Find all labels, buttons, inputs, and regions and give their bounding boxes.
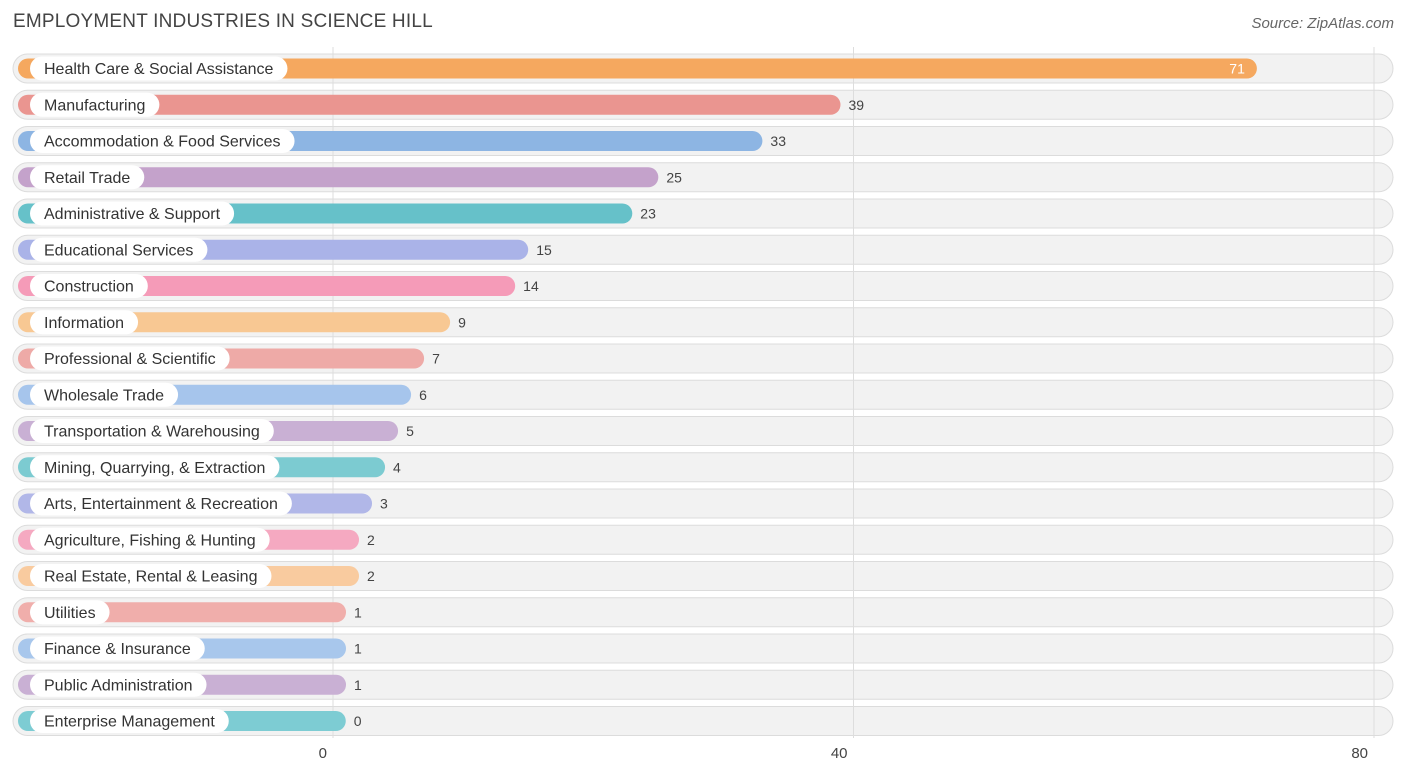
value-label: 7 <box>432 351 440 367</box>
bar <box>18 167 659 188</box>
category-label: Enterprise Management <box>44 714 215 731</box>
value-label: 14 <box>523 278 539 294</box>
row-track <box>12 561 1394 591</box>
value-label: 5 <box>406 423 414 439</box>
label-pill <box>30 382 179 407</box>
label-pill <box>30 346 230 371</box>
row-track <box>12 597 1394 628</box>
label-pill <box>30 455 280 480</box>
value-label: 6 <box>419 387 427 403</box>
row-track <box>12 524 1394 555</box>
value-label: 15 <box>536 242 552 258</box>
bars: Health Care & Social Assistance 71Manufac… <box>18 56 1257 733</box>
label-pill <box>30 672 207 697</box>
label-pill <box>30 491 292 516</box>
label-pill <box>30 310 139 335</box>
label-pill <box>30 165 145 190</box>
bar <box>18 94 841 115</box>
value-label: 25 <box>666 169 682 185</box>
label-pill <box>30 201 235 226</box>
category-label: Manufacturing <box>44 97 145 114</box>
category-label: Wholesale Trade <box>44 387 164 404</box>
category-label: Arts, Entertainment & Recreation <box>44 496 278 513</box>
label-pill <box>30 527 270 552</box>
category-label: Educational Services <box>44 242 193 259</box>
label-pill <box>30 56 288 81</box>
value-label: 71 <box>1229 61 1245 77</box>
row-track <box>12 706 1394 736</box>
value-label: 1 <box>354 641 362 657</box>
value-label: 1 <box>354 604 362 620</box>
bar <box>18 58 1257 79</box>
row-track <box>12 633 1394 664</box>
label-pill <box>30 237 208 262</box>
label-pill <box>30 129 295 153</box>
category-label: Transportation & Warehousing <box>44 424 260 441</box>
category-label: Construction <box>44 279 134 296</box>
category-label: Accommodation & Food Services <box>44 134 281 151</box>
label-pill <box>30 92 160 117</box>
value-label: 2 <box>367 568 375 584</box>
category-label: Health Care & Social Assistance <box>44 61 274 78</box>
label-pill <box>30 419 274 443</box>
source-credit: Source: ZipAtlas.com <box>1251 15 1394 32</box>
category-label: Mining, Quarrying, & Extraction <box>44 460 265 477</box>
category-label: Information <box>44 315 124 332</box>
value-label: 23 <box>640 206 656 222</box>
x-tick-label: 40 <box>831 745 848 762</box>
x-tick-label: 0 <box>319 745 327 762</box>
category-label: Public Administration <box>44 677 193 694</box>
category-label: Agriculture, Fishing & Hunting <box>44 532 256 549</box>
value-label: 2 <box>367 532 375 548</box>
value-label: 4 <box>393 459 401 475</box>
value-label: 3 <box>380 496 388 512</box>
row-track <box>12 669 1394 700</box>
category-label: Utilities <box>44 605 96 622</box>
label-pill <box>30 564 272 588</box>
x-tick-label: 80 <box>1351 745 1368 762</box>
category-label: Real Estate, Rental & Leasing <box>44 569 257 586</box>
chart-title: EMPLOYMENT INDUSTRIES IN SCIENCE HILL <box>13 11 433 32</box>
label-pill <box>30 636 205 661</box>
label-pill <box>30 600 110 625</box>
value-label: 1 <box>354 677 362 693</box>
value-label: 33 <box>770 133 786 149</box>
value-label: 0 <box>354 713 362 729</box>
value-label: 9 <box>458 314 466 330</box>
category-label: Retail Trade <box>44 170 130 187</box>
category-label: Professional & Scientific <box>44 351 216 368</box>
label-pill <box>30 709 229 733</box>
label-pill <box>30 274 148 298</box>
x-axis-ticks: 0 40 80 <box>319 745 1368 762</box>
value-label: 39 <box>848 97 864 113</box>
category-label: Finance & Insurance <box>44 641 191 658</box>
category-label: Administrative & Support <box>44 206 221 223</box>
